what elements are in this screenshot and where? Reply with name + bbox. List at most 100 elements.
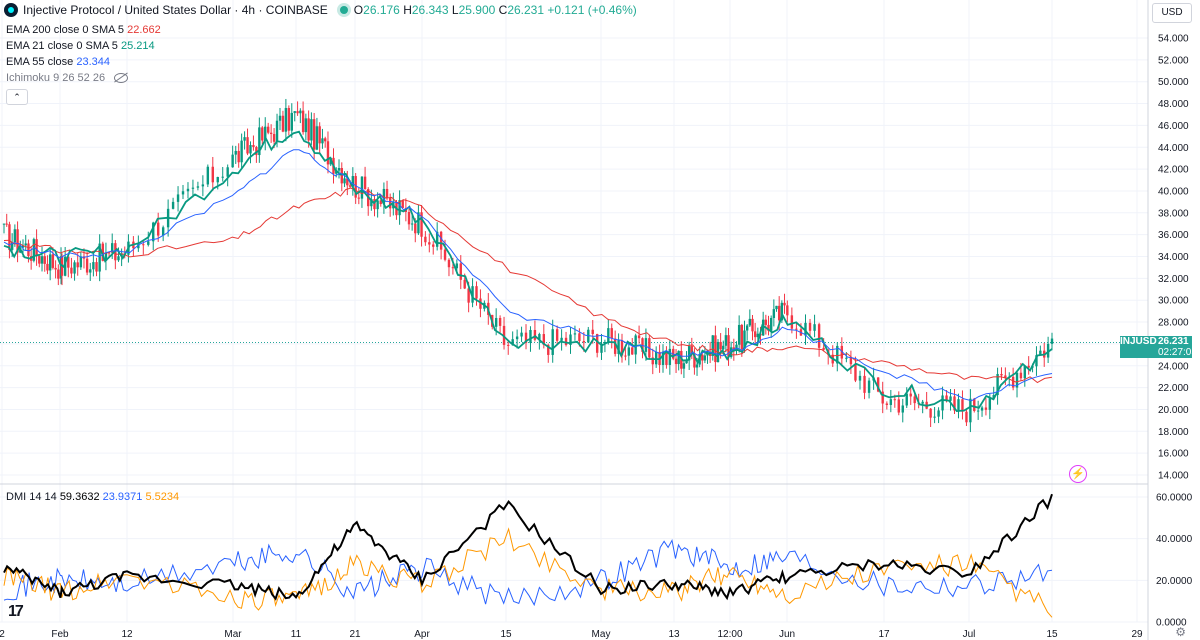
candle-body — [992, 395, 995, 399]
legend-ema200[interactable]: EMA 200 close 0 SMA 5 22.662 — [6, 24, 161, 36]
ema-line-ema-55 — [3, 149, 1053, 402]
candle-body — [304, 118, 308, 133]
candle-body — [674, 358, 678, 365]
candle-body — [804, 322, 807, 336]
ema-line-ema-200 — [3, 187, 1053, 384]
candle-body — [417, 212, 420, 234]
y-tick-label: 40.0000 — [1156, 534, 1193, 545]
candle-body — [969, 398, 972, 423]
candle-body — [385, 188, 389, 198]
candle-body — [515, 336, 519, 340]
y-tick-label: 24.000 — [1158, 361, 1189, 372]
candle-body — [631, 347, 634, 355]
legend-ema21[interactable]: EMA 21 close 0 SMA 5 25.214 — [6, 40, 155, 52]
dmi-line-adx — [3, 493, 1053, 601]
candle-body — [996, 373, 999, 396]
candle-body — [85, 258, 89, 273]
candle-body — [624, 355, 627, 357]
candle-body — [471, 286, 474, 303]
chevron-up-icon[interactable]: ⌃ — [6, 89, 28, 105]
candle-body — [76, 262, 79, 268]
candle-body — [432, 244, 435, 247]
lightning-icon[interactable]: ⚡ — [1069, 465, 1087, 483]
tradingview-logo: 17 — [8, 603, 24, 620]
y-tick-label: 54.000 — [1158, 34, 1189, 45]
candle-body — [822, 347, 825, 350]
candle-body — [337, 168, 341, 171]
candle-body — [965, 411, 968, 423]
gear-icon[interactable]: ⚙ — [1175, 625, 1186, 639]
candle-body — [479, 298, 482, 309]
candle-body — [582, 341, 586, 343]
candle-body — [147, 241, 150, 245]
candle-body — [216, 176, 219, 183]
candle-body — [560, 337, 563, 341]
candle-body — [507, 344, 510, 346]
candle-body — [786, 305, 789, 316]
candle-body — [211, 166, 214, 183]
candle-body — [57, 269, 60, 279]
candle-body — [687, 346, 691, 361]
candle-body — [1011, 376, 1015, 388]
candle-body — [67, 256, 70, 268]
candle-body — [745, 325, 749, 331]
price-tag-price: 26.231 — [1158, 336, 1189, 347]
candle-body — [370, 198, 373, 207]
candle-body — [680, 350, 683, 369]
candle-body — [451, 267, 455, 269]
y-tick-label: 22.000 — [1158, 383, 1189, 394]
currency-button[interactable]: USD — [1152, 3, 1192, 23]
candle-body — [240, 140, 243, 163]
candle-body — [335, 170, 338, 174]
candle-body — [1039, 350, 1042, 356]
candle-body — [459, 263, 462, 280]
candle-body — [668, 348, 672, 365]
time-axis: 2 Feb 12 Mar 11 21 Apr 15 May 13 12:00 Jun 17 Jul 15 29 — [0, 629, 1143, 640]
candle-body — [424, 236, 427, 243]
candle-body — [1004, 375, 1007, 378]
candle-body — [46, 263, 49, 271]
candle-body — [1027, 365, 1030, 368]
symbol-header[interactable]: Injective Protocol / United States Dolla… — [4, 3, 637, 17]
candle-body — [326, 141, 330, 165]
candle-body — [780, 302, 784, 321]
y-tick-label: 38.000 — [1158, 208, 1189, 219]
candle-body — [307, 118, 310, 141]
dmi-grid — [0, 496, 1148, 623]
candle-body — [318, 126, 321, 144]
candle-body — [863, 375, 866, 393]
candle-body — [607, 328, 610, 342]
candle-body — [142, 244, 145, 246]
candle-body — [665, 351, 668, 365]
candle-body — [538, 334, 541, 340]
x-tick-label: 11 — [291, 629, 302, 640]
candle-body — [775, 305, 778, 310]
candle-body — [104, 252, 108, 261]
candle-body — [817, 324, 821, 348]
candle-body — [351, 176, 355, 187]
candle-body — [301, 110, 305, 133]
legend-ichimoku[interactable]: Ichimoku 9 26 52 26 — [6, 72, 129, 84]
injective-logo-icon — [4, 3, 18, 17]
candle-body — [16, 229, 19, 253]
legend-dmi[interactable]: DMI 14 14 59.3632 23.9371 5.5234 — [6, 491, 180, 503]
candle-body — [941, 395, 944, 411]
candle-body — [722, 345, 725, 350]
candle-body — [973, 398, 976, 411]
candle-body — [761, 319, 765, 336]
x-tick-label: Feb — [51, 629, 69, 640]
y-tick-label: 48.000 — [1158, 99, 1189, 110]
legend-ema55[interactable]: EMA 55 close 23.344 — [6, 56, 110, 68]
eye-off-icon[interactable] — [114, 73, 129, 84]
candle-body — [398, 200, 401, 216]
candle-body — [420, 212, 423, 237]
price-axis: 14.00016.00018.00020.00022.00024.00026.0… — [1158, 34, 1189, 482]
candle-body — [836, 345, 839, 364]
candle-body — [795, 328, 798, 330]
x-tick-label: 12:00 — [717, 629, 742, 640]
candle-body — [156, 222, 160, 236]
candle-body — [654, 351, 658, 365]
candle-body — [921, 401, 924, 404]
candle-body — [737, 324, 741, 345]
